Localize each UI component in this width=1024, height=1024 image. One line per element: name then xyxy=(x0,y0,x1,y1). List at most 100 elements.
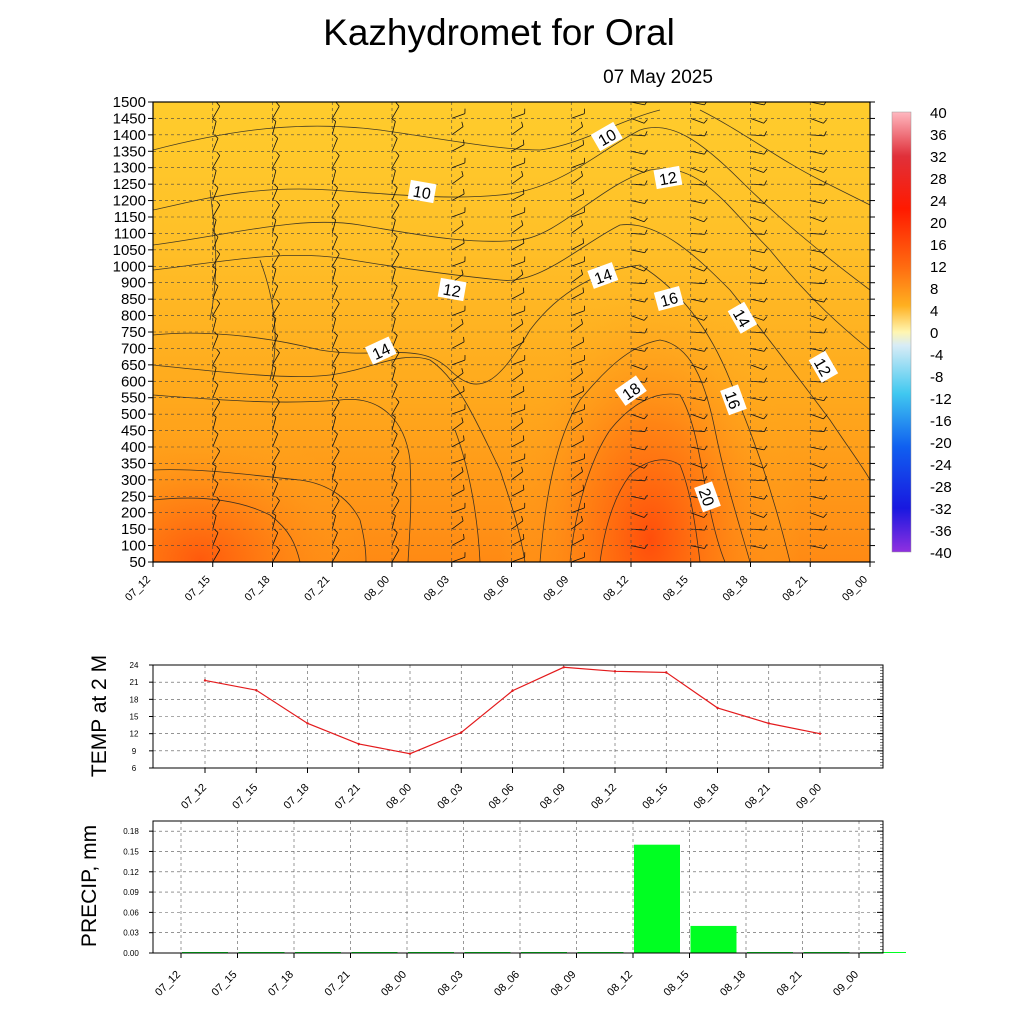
wind-barb-flag xyxy=(395,496,400,501)
wind-barb-staff xyxy=(511,359,525,366)
wind-barb-staff xyxy=(690,216,705,223)
wind-barb-flag xyxy=(216,151,221,156)
wind-barb-flag xyxy=(331,118,336,122)
contour-line xyxy=(153,127,870,291)
heatmap-y-tick-label: 400 xyxy=(121,439,146,456)
colorbar-tick-label: 32 xyxy=(930,149,947,166)
wind-barb-flag xyxy=(271,364,277,369)
wind-barb-staff xyxy=(331,170,337,185)
heatmap-warm-low-left xyxy=(153,420,370,562)
wind-barb-staff xyxy=(331,236,338,251)
temp-point xyxy=(306,722,309,725)
contour-line xyxy=(599,459,701,562)
wind-barb-flag xyxy=(335,397,340,403)
wind-barb-staff xyxy=(750,364,764,371)
wind-barb-flag xyxy=(580,466,583,472)
wind-barb-flag xyxy=(216,348,221,353)
wind-barb-staff xyxy=(331,204,340,218)
wind-barb-staff xyxy=(810,200,825,204)
wind-barb-flag xyxy=(521,121,524,127)
wind-barb-flag xyxy=(644,544,648,549)
wind-barb-flag xyxy=(643,414,648,420)
wind-barb-flag xyxy=(644,346,648,352)
precip-x-tick-label: 08_09 xyxy=(549,969,579,999)
precip-x-tick-label: 07_15 xyxy=(210,969,240,999)
wind-barb-flag xyxy=(580,318,583,324)
heatmap-y-tick-label: 650 xyxy=(121,357,146,374)
wind-barb-flag xyxy=(276,545,280,551)
wind-barb-flag xyxy=(271,512,277,516)
wind-barb-staff xyxy=(810,413,824,420)
wind-barb-staff xyxy=(690,167,705,173)
wind-barb-staff xyxy=(571,458,585,464)
wind-barb-staff xyxy=(451,224,464,234)
wind-barb-staff xyxy=(451,489,465,497)
wind-barb-flag xyxy=(216,447,221,452)
wind-barb-staff xyxy=(391,532,398,546)
precip-y-tick-label: 0.12 xyxy=(123,868,139,877)
contour-label: 14 xyxy=(587,262,619,289)
precip-panel: PRECIP, mm 0.180.150.120.090.060.030.00 … xyxy=(78,820,906,999)
wind-barb-staff xyxy=(511,310,525,316)
wind-barb-flag xyxy=(644,445,648,451)
wind-barb-staff xyxy=(750,134,765,137)
wind-barb-flag xyxy=(643,217,648,223)
wind-barb-staff xyxy=(391,401,400,415)
colorbar-tick-label: -24 xyxy=(930,457,952,474)
wind-barb-staff xyxy=(212,500,221,513)
contour-label-text: 14 xyxy=(592,266,615,288)
wind-barb-flag xyxy=(273,331,279,336)
heatmap-y-tick-label: 850 xyxy=(121,291,146,308)
wind-barb-staff xyxy=(331,138,338,152)
heatmap-x-tick-label: 08_15 xyxy=(661,574,691,604)
wind-barb-flag xyxy=(580,368,583,374)
wind-barb-flag xyxy=(273,183,279,188)
temp-x-tick-label: 08_09 xyxy=(538,782,568,812)
wind-barb-flag xyxy=(273,282,279,287)
wind-barb-staff xyxy=(810,561,812,562)
precip-x-tick-label: 09_00 xyxy=(831,969,861,999)
wind-barb-flag xyxy=(763,267,768,272)
colorbar-tick-label: 20 xyxy=(930,215,947,232)
heatmap-y-tick-label: 100 xyxy=(121,538,146,555)
wind-barb-flag xyxy=(463,386,465,392)
contour-label: 14 xyxy=(364,336,397,365)
temp-point xyxy=(767,722,770,725)
wind-barb-staff xyxy=(451,126,464,136)
wind-barb-flag xyxy=(644,248,648,253)
wind-barb-staff xyxy=(631,561,633,562)
wind-barb-staff xyxy=(331,352,340,366)
wind-barb-staff xyxy=(750,446,765,451)
wind-barb-staff xyxy=(331,433,338,448)
wind-barb-staff xyxy=(451,538,465,546)
wind-barb-flag xyxy=(463,336,465,342)
wind-barb-staff xyxy=(451,242,465,251)
wind-barb-staff xyxy=(571,408,585,415)
wind-barb-flag xyxy=(583,90,584,95)
wind-barb-staff xyxy=(511,224,524,234)
wind-barb-flag xyxy=(823,494,828,500)
precip-x-axis: 07_12 07_15 07_18 07_21 08_00 08_03 08_06 08_09… xyxy=(153,953,861,999)
wind-barb-flag xyxy=(763,217,768,223)
wind-barb-staff xyxy=(272,466,277,480)
wind-barb-flag xyxy=(331,364,336,369)
wind-barb-staff xyxy=(571,274,583,284)
heatmap-y-tick-label: 350 xyxy=(121,455,146,472)
wind-barb-staff xyxy=(272,433,279,448)
wind-barb-flag xyxy=(580,170,583,177)
wind-barb-flag xyxy=(763,365,768,370)
wind-barb-flag xyxy=(394,86,398,89)
wind-barb-staff xyxy=(272,204,280,218)
wind-barb-flag xyxy=(216,102,221,107)
wind-barb-flag xyxy=(393,183,398,188)
wind-barb-staff xyxy=(630,348,645,352)
wind-barb-flag xyxy=(582,188,585,195)
wind-barb-staff xyxy=(690,397,705,402)
wind-barb-flag xyxy=(335,299,340,304)
contour-label: 10 xyxy=(407,179,437,203)
wind-barb-staff xyxy=(571,211,585,218)
heatmap-x-axis: 07_12 07_15 07_18 07_21 08_00 08_03 08_06 08_09… xyxy=(123,562,871,604)
precip-x-tick-label: 08_12 xyxy=(605,969,635,999)
wind-barb-flag xyxy=(461,515,464,522)
wind-barb-staff xyxy=(451,390,465,399)
